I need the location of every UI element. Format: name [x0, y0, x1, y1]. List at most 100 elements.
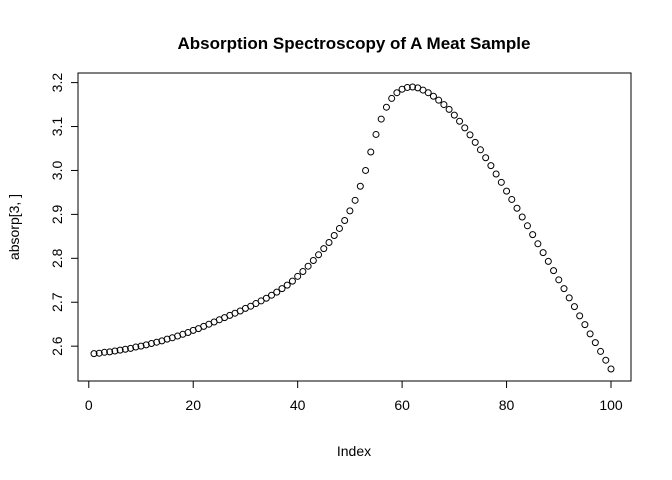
data-point	[268, 291, 276, 299]
data-point	[100, 348, 108, 356]
data-point	[586, 330, 594, 338]
data-point	[325, 239, 333, 246]
x-axis-label: Index	[337, 443, 371, 459]
data-point	[288, 277, 296, 285]
chart-title: Absorption Spectroscopy of A Meat Sample	[178, 34, 531, 53]
x-axis: 0 20 40 60 80 100	[85, 380, 623, 413]
data-point	[429, 92, 437, 100]
data-point	[461, 124, 469, 132]
data-point	[607, 365, 615, 373]
data-point	[534, 240, 542, 248]
data-point	[116, 346, 124, 354]
data-point	[356, 182, 364, 190]
data-point	[492, 170, 500, 178]
data-point	[278, 285, 286, 293]
y-tick-label: 3.2	[49, 73, 65, 93]
data-point	[508, 195, 516, 203]
data-point	[299, 267, 307, 275]
data-point	[445, 105, 453, 113]
data-point	[518, 213, 526, 221]
data-point	[127, 344, 135, 352]
y-tick-label: 3.1	[49, 117, 65, 137]
data-point	[466, 131, 474, 139]
data-point	[602, 356, 610, 364]
data-point	[482, 154, 490, 162]
y-tick-label: 3.0	[49, 161, 65, 181]
plot-frame	[77, 72, 632, 382]
y-tick-label: 2.9	[49, 204, 65, 224]
data-point	[153, 338, 161, 346]
data-point	[90, 350, 98, 358]
data-point	[111, 347, 119, 355]
data-point	[147, 340, 155, 348]
data-point	[137, 342, 145, 350]
data-point	[523, 222, 531, 230]
data-point	[346, 207, 354, 215]
x-tick-label: 100	[599, 397, 623, 413]
data-point	[372, 130, 380, 138]
data-point	[487, 162, 495, 170]
data-point	[335, 224, 343, 232]
x-tick-label: 20	[185, 397, 201, 413]
data-point	[95, 349, 103, 357]
data-points	[90, 83, 615, 373]
data-point	[294, 272, 302, 280]
data-point	[341, 217, 349, 225]
data-point	[106, 348, 114, 356]
x-tick-label: 40	[290, 397, 306, 413]
y-axis: 2.6 2.7 2.8 2.9 3.0 3.1 3.2	[49, 73, 79, 356]
data-point	[471, 138, 479, 146]
data-point	[570, 303, 578, 311]
data-point	[262, 294, 270, 302]
data-point	[320, 245, 328, 253]
y-tick-label: 2.6	[49, 336, 65, 356]
data-point	[403, 83, 411, 91]
data-point	[393, 89, 401, 97]
data-point	[273, 288, 281, 296]
data-point	[560, 285, 568, 293]
data-point	[440, 101, 448, 109]
y-tick-label: 2.8	[49, 248, 65, 268]
data-point	[309, 257, 317, 264]
x-tick-label: 60	[394, 397, 410, 413]
data-point	[435, 96, 443, 104]
data-point	[283, 281, 291, 289]
data-point	[544, 257, 552, 265]
data-point	[132, 343, 140, 351]
data-point	[142, 341, 150, 349]
data-point	[330, 231, 338, 239]
data-point	[315, 251, 323, 259]
data-point	[351, 196, 359, 204]
data-point	[581, 321, 589, 329]
data-point	[476, 146, 484, 154]
data-point	[382, 103, 390, 111]
y-tick-label: 2.7	[49, 292, 65, 312]
data-point	[424, 89, 432, 97]
data-point	[513, 204, 521, 212]
data-point	[597, 347, 605, 355]
x-tick-label: 0	[85, 397, 93, 413]
data-point	[450, 111, 458, 119]
data-point	[362, 166, 370, 174]
data-point	[555, 276, 563, 284]
data-point	[550, 267, 558, 275]
data-point	[529, 231, 537, 239]
data-point	[163, 335, 171, 343]
data-point	[367, 148, 375, 156]
data-point	[503, 187, 511, 195]
data-point	[497, 178, 505, 186]
data-point	[388, 94, 396, 102]
data-point	[121, 345, 129, 353]
x-tick-label: 80	[499, 397, 515, 413]
data-point	[539, 249, 547, 257]
data-point	[304, 262, 312, 270]
data-point	[576, 312, 584, 320]
data-point	[591, 339, 599, 347]
data-point	[409, 83, 417, 91]
data-point	[377, 115, 385, 123]
data-point	[456, 117, 464, 125]
data-point	[565, 294, 573, 302]
y-axis-label: absorp[3, ]	[6, 194, 22, 260]
